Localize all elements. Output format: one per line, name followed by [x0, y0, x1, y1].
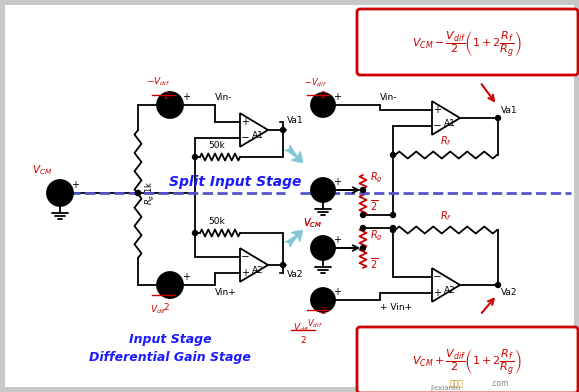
Text: +: +	[433, 288, 441, 298]
Text: +: +	[71, 180, 79, 190]
Circle shape	[390, 212, 395, 218]
Text: +: +	[182, 92, 190, 102]
FancyBboxPatch shape	[357, 327, 578, 392]
Circle shape	[311, 236, 335, 260]
Text: $2$: $2$	[163, 90, 170, 101]
Text: Va2: Va2	[501, 288, 518, 297]
Circle shape	[361, 187, 365, 192]
Circle shape	[390, 225, 395, 230]
FancyBboxPatch shape	[5, 5, 574, 387]
Text: +: +	[333, 287, 341, 297]
Text: −: −	[241, 252, 250, 262]
Circle shape	[157, 92, 183, 118]
Text: Vin-: Vin-	[215, 93, 233, 102]
Text: 50k: 50k	[208, 217, 225, 226]
FancyBboxPatch shape	[357, 9, 578, 75]
Text: $V_{dif}$: $V_{dif}$	[149, 303, 167, 316]
Text: Vin-: Vin-	[380, 93, 398, 102]
Text: + Vin+: + Vin+	[380, 303, 412, 312]
Text: $R_g$: $R_g$	[370, 171, 383, 185]
Text: +: +	[182, 272, 190, 282]
Circle shape	[361, 245, 365, 250]
Text: $V_{CM}$: $V_{CM}$	[32, 163, 52, 177]
Circle shape	[361, 225, 365, 230]
Text: +: +	[333, 177, 341, 187]
Text: +: +	[241, 268, 249, 278]
Text: A1: A1	[444, 118, 455, 127]
Text: Va2: Va2	[287, 270, 303, 279]
Text: $2$: $2$	[320, 305, 326, 316]
Text: Va1: Va1	[287, 116, 303, 125]
Circle shape	[311, 93, 335, 117]
Text: Split Input Stage: Split Input Stage	[169, 175, 301, 189]
Text: A2: A2	[444, 285, 455, 294]
Text: $\overline{2}$: $\overline{2}$	[370, 256, 378, 271]
Text: −: −	[433, 121, 441, 131]
Text: $2$: $2$	[299, 334, 306, 345]
Text: $\overline{2}$: $\overline{2}$	[370, 198, 378, 213]
Circle shape	[157, 272, 183, 298]
Polygon shape	[432, 268, 460, 302]
Text: $R_f$: $R_f$	[440, 209, 452, 223]
Text: +: +	[433, 105, 441, 115]
Text: +: +	[241, 117, 249, 127]
Circle shape	[496, 116, 500, 120]
Text: jiexiantu: jiexiantu	[430, 385, 460, 391]
Circle shape	[361, 212, 365, 218]
Text: $V_{CM}$: $V_{CM}$	[303, 216, 323, 230]
Circle shape	[280, 263, 285, 267]
FancyArrowPatch shape	[284, 230, 303, 248]
Text: $R_f$: $R_f$	[440, 134, 452, 148]
Text: $-V_{dif}$: $-V_{dif}$	[303, 76, 327, 89]
Circle shape	[311, 288, 335, 312]
Polygon shape	[240, 113, 268, 147]
Circle shape	[390, 227, 395, 232]
Text: $V_{CM} + \dfrac{V_{dif}}{2}\left(1+2\dfrac{R_f}{R_g}\right)$: $V_{CM} + \dfrac{V_{dif}}{2}\left(1+2\df…	[412, 348, 522, 378]
Text: −: −	[433, 272, 441, 282]
Circle shape	[390, 152, 395, 158]
Text: $V_{dif}$: $V_{dif}$	[292, 322, 310, 334]
FancyArrowPatch shape	[284, 144, 303, 163]
Text: .com: .com	[490, 379, 508, 388]
Text: $-V_{dif}$: $-V_{dif}$	[146, 76, 170, 88]
Text: $V_{dif}$: $V_{dif}$	[307, 317, 323, 330]
Circle shape	[135, 191, 141, 196]
Text: $V_{CM}$: $V_{CM}$	[303, 216, 323, 230]
Circle shape	[311, 178, 335, 202]
Polygon shape	[240, 248, 268, 282]
Circle shape	[47, 180, 73, 206]
Text: 50k: 50k	[208, 141, 225, 150]
Text: $R_g$ 1k: $R_g$ 1k	[144, 181, 157, 205]
Text: 桔代图: 桔代图	[450, 379, 464, 388]
Text: −: −	[241, 133, 250, 143]
Text: A1: A1	[251, 131, 263, 140]
Text: $2$: $2$	[163, 301, 170, 312]
Text: +: +	[333, 235, 341, 245]
Circle shape	[192, 230, 197, 236]
Circle shape	[496, 283, 500, 287]
Text: $V_{CM} - \dfrac{V_{dif}}{2}\left(1+2\dfrac{R_f}{R_g}\right)$: $V_{CM} - \dfrac{V_{dif}}{2}\left(1+2\df…	[412, 30, 522, 60]
Text: Input Stage: Input Stage	[129, 334, 211, 347]
Text: Va1: Va1	[501, 106, 518, 115]
Circle shape	[280, 127, 285, 132]
Text: $R_g$: $R_g$	[370, 229, 383, 243]
Text: A2: A2	[251, 265, 263, 274]
Text: +: +	[333, 92, 341, 102]
Polygon shape	[432, 101, 460, 135]
Text: Vin+: Vin+	[215, 288, 237, 297]
Circle shape	[192, 154, 197, 160]
Circle shape	[135, 191, 141, 196]
Text: Differential Gain Stage: Differential Gain Stage	[89, 352, 251, 365]
Text: $2$: $2$	[320, 89, 326, 100]
